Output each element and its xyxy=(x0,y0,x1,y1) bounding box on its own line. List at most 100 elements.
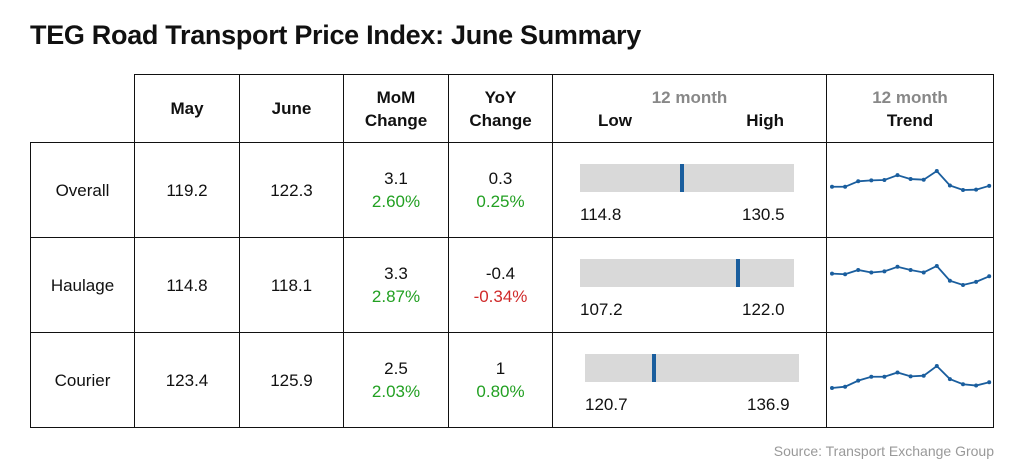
sparkline-point xyxy=(921,270,926,275)
sparkline-point xyxy=(947,278,952,283)
mom-value: 3.1 xyxy=(384,169,408,188)
june-value: 122.3 xyxy=(270,180,313,200)
mom-percent: 2.87% xyxy=(371,287,421,306)
range-bar xyxy=(580,259,794,287)
sparkline-point xyxy=(830,184,834,189)
trend-cell xyxy=(826,332,994,428)
sparkline-point xyxy=(961,188,965,192)
header-trend-label: Trend xyxy=(886,110,934,130)
sparkline-point xyxy=(974,383,979,388)
sparkline xyxy=(830,364,992,390)
range-cell: 114.8 130.5 xyxy=(552,142,827,238)
sparkline-point xyxy=(882,178,887,183)
row-label-cell: Overall xyxy=(30,142,135,238)
sparkline xyxy=(830,264,992,287)
sparkline-point xyxy=(961,382,965,387)
range-high: 136.9 xyxy=(747,395,790,414)
row-label: Courier xyxy=(54,370,111,390)
may-value: 114.8 xyxy=(166,275,208,295)
yoy-value: 0.3 xyxy=(488,169,513,188)
header-mom-line1: MoM xyxy=(376,87,416,107)
header-may: May xyxy=(134,74,240,143)
sparkline-point xyxy=(895,264,900,269)
range-low: 114.8 xyxy=(580,205,622,224)
source-note: Source: Transport Exchange Group xyxy=(773,443,994,459)
sparkline-point xyxy=(921,373,926,378)
sparkline xyxy=(830,169,992,192)
sparkline-point xyxy=(908,374,913,379)
sparkline-point xyxy=(908,267,913,272)
sparkline-point xyxy=(895,173,900,178)
header-high: High xyxy=(746,110,784,130)
sparkline-point xyxy=(961,283,965,287)
mom-percent: 2.03% xyxy=(371,382,421,401)
header-trend: 12 month Trend xyxy=(826,74,994,143)
row-label: Overall xyxy=(55,180,110,200)
sparkline-point xyxy=(830,271,834,276)
mom-value: 3.3 xyxy=(384,264,408,283)
mom-cell: 2.5 2.03% xyxy=(343,332,449,428)
yoy-cell: 1 0.80% xyxy=(448,332,553,428)
sparkline-point xyxy=(882,269,887,274)
sparkline-point xyxy=(830,386,834,390)
sparkline-point xyxy=(882,374,887,379)
range-low: 107.2 xyxy=(580,300,623,319)
current-marker xyxy=(680,164,685,192)
may-cell: 123.4 xyxy=(134,332,240,428)
june-value: 118.1 xyxy=(270,275,313,295)
sparkline-point xyxy=(987,274,992,279)
may-cell: 114.8 xyxy=(134,237,240,333)
row-label-cell: Courier xyxy=(30,332,135,428)
current-marker xyxy=(651,354,656,382)
sparkline-point xyxy=(934,169,939,173)
range-bar xyxy=(580,164,794,192)
range-cell: 107.2 122.0 xyxy=(552,237,827,333)
header-yoy-line2: Change xyxy=(469,110,532,130)
header-yoy-line1: YoY xyxy=(484,87,517,107)
trend-cell xyxy=(826,142,994,238)
mom-cell: 3.1 2.60% xyxy=(343,142,449,238)
sparkline-point xyxy=(869,374,874,379)
header-mom-line2: Change xyxy=(364,110,428,130)
sparkline-point xyxy=(947,377,952,382)
yoy-cell: -0.4 -0.34% xyxy=(448,237,553,333)
yoy-value: -0.4 xyxy=(485,264,516,283)
header-low: Low xyxy=(598,110,632,130)
current-marker xyxy=(735,259,740,287)
range-cell: 120.7 136.9 xyxy=(552,332,827,428)
page-title: TEG Road Transport Price Index: June Sum… xyxy=(30,20,641,50)
may-cell: 119.2 xyxy=(134,142,240,238)
may-value: 119.2 xyxy=(166,180,208,200)
sparkline-point xyxy=(843,184,848,189)
mom-percent: 2.60% xyxy=(371,192,421,211)
sparkline-point xyxy=(934,364,939,368)
sparkline-point xyxy=(856,378,861,383)
range-high: 122.0 xyxy=(742,300,785,319)
sparkline-point xyxy=(869,270,874,275)
trend-cell xyxy=(826,237,994,333)
sparkline-point xyxy=(843,272,848,277)
range-high: 130.5 xyxy=(742,205,785,224)
yoy-percent: -0.34% xyxy=(473,287,528,306)
header-mom: MoM Change xyxy=(343,74,449,143)
june-cell: 122.3 xyxy=(239,142,344,238)
sparkline-point xyxy=(934,264,939,268)
header-range-top: 12 month xyxy=(651,87,728,107)
sparkline-point xyxy=(921,177,926,182)
may-value: 123.4 xyxy=(165,370,209,390)
sparkline-point xyxy=(843,384,848,389)
range-bar xyxy=(585,354,799,382)
sparkline-point xyxy=(987,380,992,385)
yoy-value: 1 xyxy=(495,359,506,378)
yoy-percent: 0.25% xyxy=(476,192,525,211)
yoy-percent: 0.80% xyxy=(476,382,525,401)
june-cell: 125.9 xyxy=(239,332,344,428)
header-yoy: YoY Change xyxy=(448,74,553,143)
sparkline-point xyxy=(974,187,979,192)
sparkline-point xyxy=(974,279,979,284)
sparkline-point xyxy=(947,183,952,188)
header-trend-top: 12 month xyxy=(872,87,948,107)
row-label: Haulage xyxy=(50,275,115,295)
mom-value: 2.5 xyxy=(384,359,408,378)
sparkline-point xyxy=(856,267,861,272)
